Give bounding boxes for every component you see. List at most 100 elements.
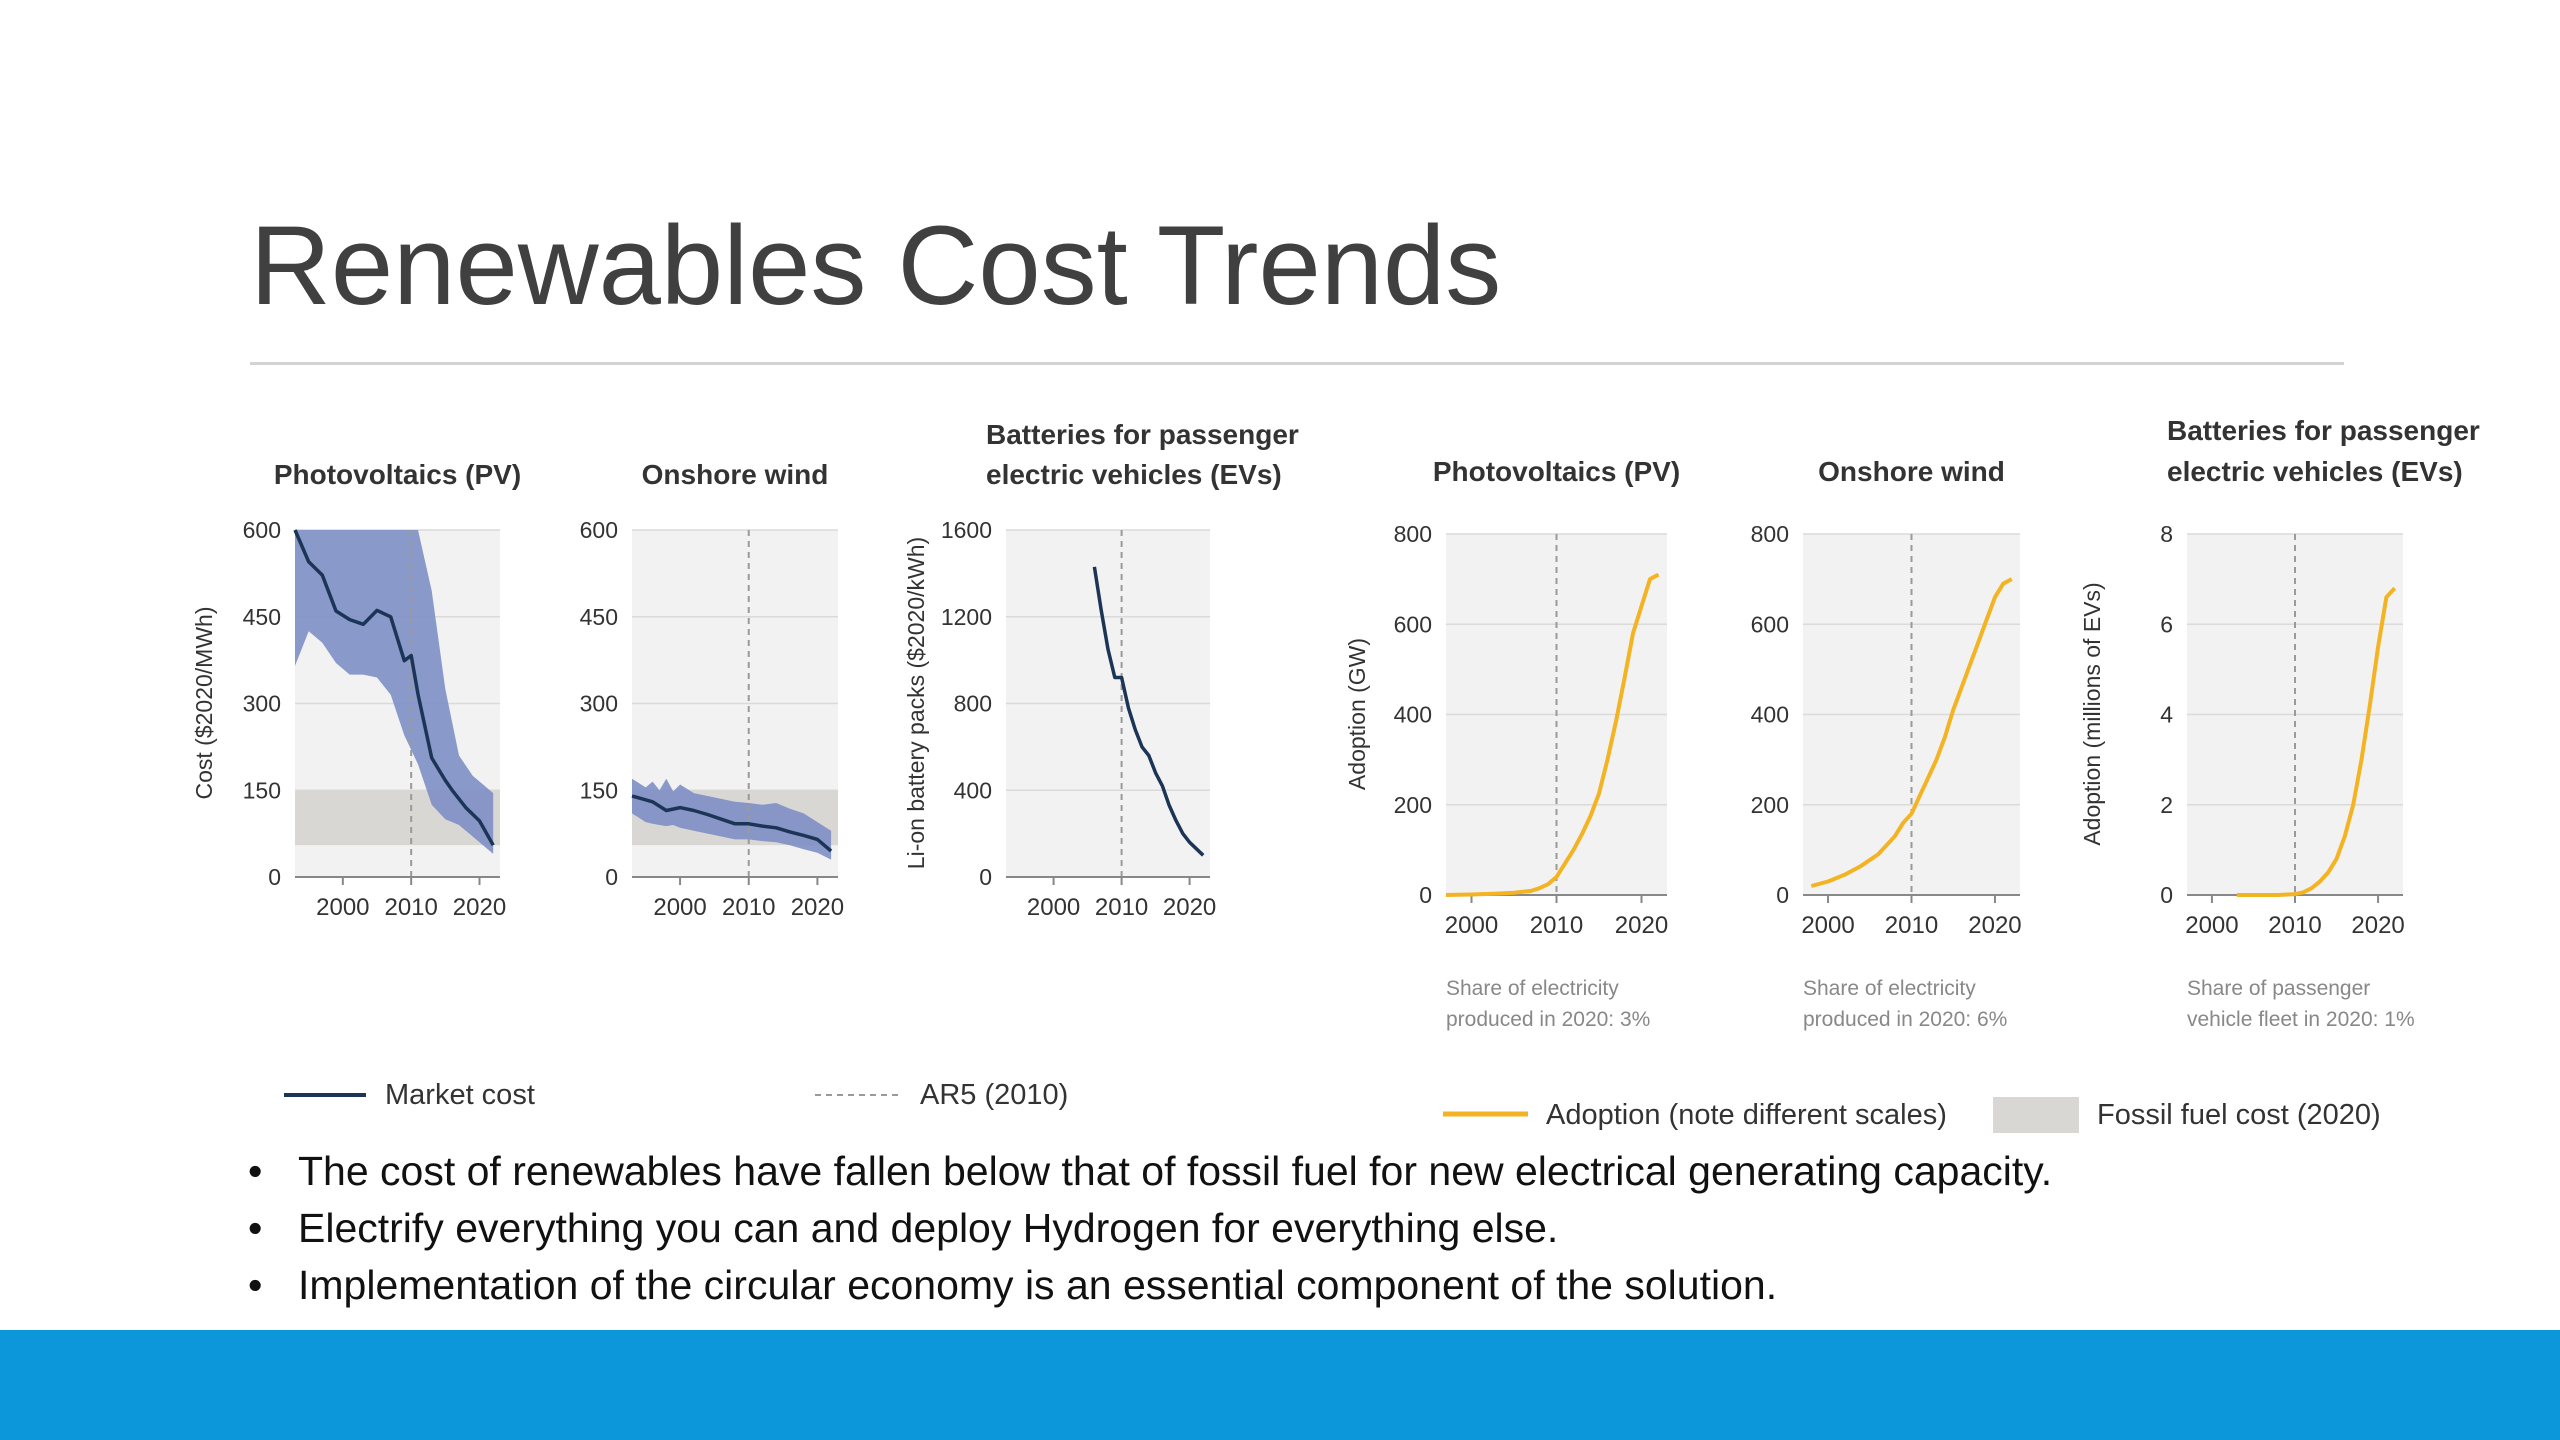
y-tick-label: 800 <box>954 691 992 717</box>
chart-title: Batteries for passenger electric vehicles… <box>986 419 1299 490</box>
x-tick-label: 2010 <box>2268 912 2321 939</box>
chart-title-line: Photovoltaics (PV) <box>1433 456 1680 487</box>
chart-title: Photovoltaics (PV) <box>274 459 521 490</box>
chart-title-line: electric vehicles (EVs) <box>2167 456 2463 487</box>
bullet-list: The cost of renewables have fallen below… <box>248 1143 2448 1314</box>
legend-ar5-label: AR5 (2010) <box>920 1079 1068 1111</box>
x-tick-label: 2000 <box>1027 894 1080 921</box>
y-tick-label: 0 <box>605 864 618 890</box>
x-tick-label: 2020 <box>2351 912 2404 939</box>
y-tick-label: 600 <box>1751 611 1789 637</box>
chart-title-line: Batteries for passenger <box>986 419 1299 450</box>
y-tick-label: 300 <box>580 691 618 717</box>
x-tick-label: 2000 <box>653 894 706 921</box>
adoption-line <box>1810 577 2013 888</box>
y-tick-label: 450 <box>580 604 618 630</box>
x-tick-label: 2020 <box>1163 894 1216 921</box>
chart-note: Share of electricity <box>1446 977 1619 1000</box>
y-tick-label: 800 <box>1394 521 1432 547</box>
chart-panel-wind-cost: 600 450 300 150 0 2000 2010 2020 Onshore wind <box>580 459 844 921</box>
cost-uncertainty-band <box>295 530 494 854</box>
y-tick-label: 2 <box>2160 792 2173 818</box>
bullet-item: The cost of renewables have fallen below… <box>248 1143 2448 1200</box>
y-tick-label: 0 <box>268 864 281 890</box>
adoption-line <box>2236 586 2397 897</box>
y-tick-label: 0 <box>2160 882 2173 908</box>
chart-title-line: Onshore wind <box>642 459 829 490</box>
chart-title-line: Batteries for passenger <box>2167 415 2480 446</box>
legend-cost: Market cost AR5 (2010) <box>284 1079 1068 1111</box>
cost-uncertainty-band <box>632 778 832 860</box>
y-tick-label: 200 <box>1394 792 1432 818</box>
chart-panel-ev-adoption: 8 6 4 2 0 2000 2010 2020 Batteries for passenger… <box>2079 415 2480 1031</box>
y-tick-label: 600 <box>243 517 281 543</box>
legend-fossil-label: Fossil fuel cost (2020) <box>2097 1099 2381 1131</box>
x-tick-label: 2000 <box>316 894 369 921</box>
y-tick-label: 800 <box>1751 521 1789 547</box>
x-tick-label: 2020 <box>791 894 844 921</box>
chart-note: Share of electricity <box>1803 977 1976 1000</box>
x-tick-label: 2010 <box>1885 912 1938 939</box>
x-tick-label: 2020 <box>1968 912 2021 939</box>
x-tick-label: 2020 <box>453 894 506 921</box>
legend-adoption: Adoption (note different scales) Fossil f… <box>1443 1097 2381 1133</box>
y-tick-label: 400 <box>954 777 992 803</box>
x-tick-label: 2000 <box>2185 912 2238 939</box>
bullet-item: Electrify everything you can and deploy … <box>248 1200 2448 1257</box>
x-tick-label: 2000 <box>1801 912 1854 939</box>
y-axis-label: Li-on battery packs ($2020/kWh) <box>903 537 929 869</box>
adoption-line <box>1445 572 1660 897</box>
market-cost-line <box>293 529 495 847</box>
chart-title-line: Onshore wind <box>1818 456 2005 487</box>
y-axis-label: Cost ($2020/MWh) <box>191 606 217 799</box>
y-tick-label: 200 <box>1751 792 1789 818</box>
y-tick-label: 300 <box>243 691 281 717</box>
x-tick-label: 2020 <box>1615 912 1668 939</box>
y-tick-label: 8 <box>2160 521 2173 547</box>
footer-bar <box>0 1330 2560 1440</box>
x-tick-label: 2010 <box>1530 912 1583 939</box>
y-tick-label: 600 <box>580 517 618 543</box>
y-tick-label: 4 <box>2160 702 2173 728</box>
legend-fossil-swatch <box>1993 1097 2079 1133</box>
y-tick-label: 6 <box>2160 611 2173 637</box>
x-tick-label: 2010 <box>1095 894 1148 921</box>
market-cost-line <box>1092 566 1205 857</box>
chart-title: Onshore wind <box>1818 456 2005 487</box>
y-tick-label: 1200 <box>941 604 992 630</box>
bullet-item: Implementation of the circular economy i… <box>248 1257 2448 1314</box>
y-tick-label: 600 <box>1394 611 1432 637</box>
chart-panel-ev-battery-cost: 1600 1200 800 400 0 2000 2010 2020 Batteries for… <box>903 419 1299 921</box>
slide-title: Renewables Cost Trends <box>250 203 1502 328</box>
chart-note: produced in 2020: 6% <box>1803 1008 2007 1031</box>
chart-title-line: Photovoltaics (PV) <box>274 459 521 490</box>
chart-title-line: electric vehicles (EVs) <box>986 459 1282 490</box>
chart-note: produced in 2020: 3% <box>1446 1008 1650 1031</box>
y-tick-label: 400 <box>1394 702 1432 728</box>
legend-adoption-label: Adoption (note different scales) <box>1546 1099 1947 1131</box>
y-tick-label: 0 <box>1776 882 1789 908</box>
chart-title: Photovoltaics (PV) <box>1433 456 1680 487</box>
x-tick-label: 2010 <box>384 894 437 921</box>
y-tick-label: 400 <box>1751 702 1789 728</box>
x-tick-label: 2010 <box>722 894 775 921</box>
chart-note: Share of passenger <box>2187 977 2370 1000</box>
x-tick-label: 2000 <box>1445 912 1498 939</box>
y-tick-label: 0 <box>1419 882 1432 908</box>
chart-panel-pv-cost: 600 450 300 150 0 2000 2010 2020 Photovoltaics (… <box>191 459 521 921</box>
y-tick-label: 150 <box>580 777 618 803</box>
title-divider <box>250 362 2344 365</box>
y-tick-label: 0 <box>979 864 992 890</box>
chart-note: vehicle fleet in 2020: 1% <box>2187 1008 2415 1031</box>
y-tick-label: 1600 <box>941 517 992 543</box>
y-axis-label: Adoption (GW) <box>1344 638 1370 790</box>
chart-title: Onshore wind <box>642 459 829 490</box>
y-axis-label: Adoption (millions of EVs) <box>2079 582 2105 845</box>
y-tick-label: 450 <box>243 604 281 630</box>
legend-market-cost-label: Market cost <box>385 1079 535 1111</box>
market-cost-line <box>631 794 833 853</box>
chart-title: Batteries for passenger electric vehicles… <box>2167 415 2480 487</box>
